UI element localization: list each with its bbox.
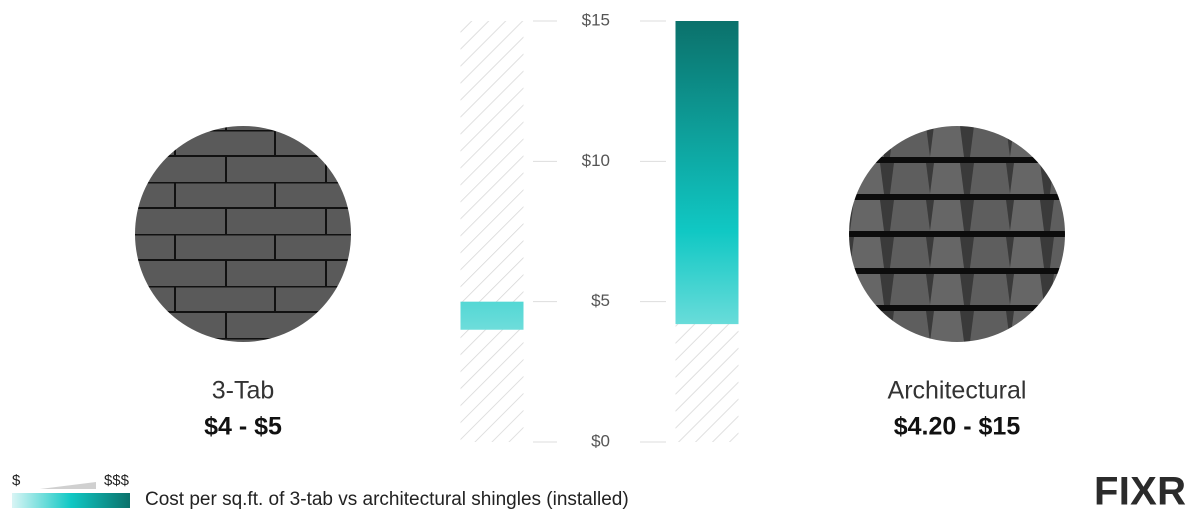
bar-background xyxy=(460,21,524,442)
legend-low-label: $ xyxy=(12,472,21,489)
y-tick-label: $5 xyxy=(591,291,610,310)
plot: $0 $5 $10 $15 3-Tab $4 - $5 Architectural $4.20… xyxy=(204,10,1026,450)
value-label: $4 - $5 xyxy=(204,413,282,441)
value-label: $4.20 - $15 xyxy=(894,413,1021,441)
logo: FIXR xyxy=(1094,470,1186,514)
category-label: Architectural xyxy=(888,377,1027,405)
bar xyxy=(460,301,524,330)
architectural-swatch xyxy=(849,126,1065,342)
legend-wedge xyxy=(40,482,96,489)
legend-gradient xyxy=(12,493,130,508)
caption: Cost per sq.ft. of 3-tab vs architectura… xyxy=(145,489,629,510)
y-tick-label: $0 xyxy=(591,431,610,450)
three-tab-swatch xyxy=(135,126,351,342)
y-tick-label: $10 xyxy=(582,151,610,170)
bar xyxy=(675,21,739,325)
legend-high-label: $$$ xyxy=(104,472,130,489)
y-tick-label: $15 xyxy=(582,10,610,29)
category-label: 3-Tab xyxy=(212,377,275,405)
